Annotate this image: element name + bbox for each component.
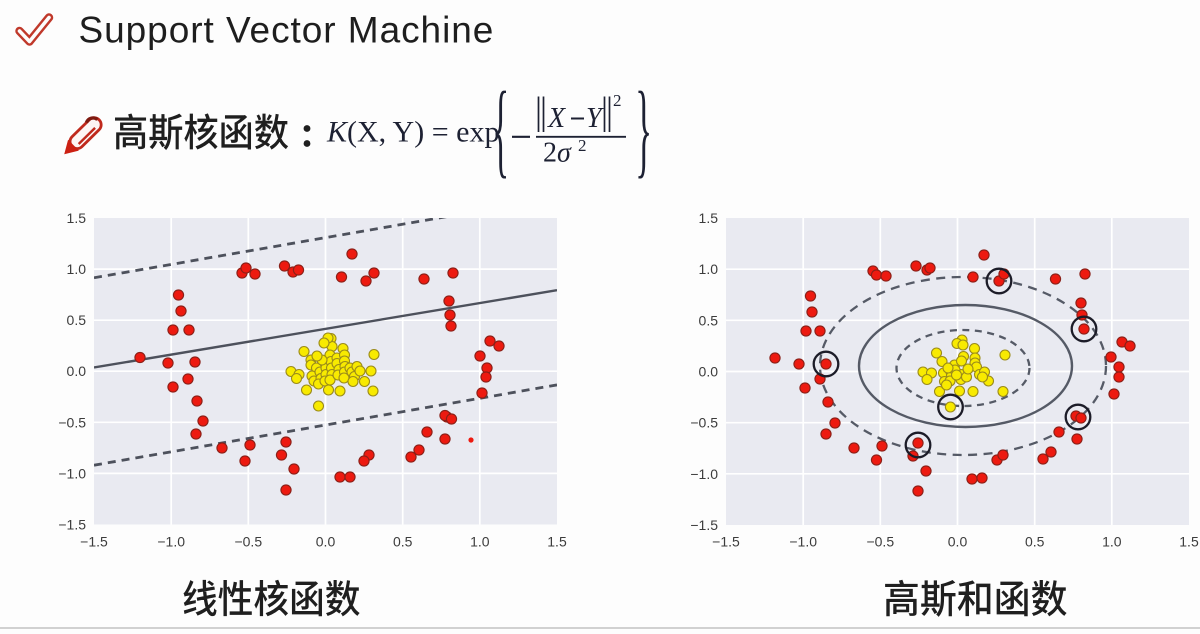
svg-text:1.5: 1.5 [699,210,719,226]
svg-text:1.5: 1.5 [547,534,567,550]
svg-text:−1.5: −1.5 [58,517,86,533]
svg-text:−1.0: −1.0 [690,466,718,482]
svg-text:−1.5: −1.5 [712,534,740,550]
svg-text:0.5: 0.5 [393,534,413,550]
svg-text:0.0: 0.0 [67,363,87,379]
svg-text:K(X, Y) = exp: K(X, Y) = exp [326,116,499,149]
svg-text:1.5: 1.5 [67,210,87,226]
svg-text:0.0: 0.0 [699,364,719,380]
svg-text:0.5: 0.5 [699,312,719,328]
svg-text:−1.5: −1.5 [80,534,108,550]
svg-text:Y: Y [586,103,605,134]
svg-text:0.0: 0.0 [948,534,968,550]
svg-text:−1.5: −1.5 [690,517,718,533]
svg-text:1.0: 1.0 [699,261,719,277]
svg-text:−0.5: −0.5 [690,415,718,431]
svg-text:1.0: 1.0 [470,534,490,550]
svg-text:2: 2 [613,91,622,110]
svg-text:1.5: 1.5 [1179,534,1199,550]
svg-text:2σ: 2σ [543,138,572,169]
svg-text:1.0: 1.0 [67,261,87,277]
svg-text:{: { [492,72,509,189]
svg-text:0.5: 0.5 [1025,534,1045,550]
svg-text:−0.5: −0.5 [866,534,894,550]
svg-text:−1.0: −1.0 [58,465,86,481]
svg-text:0.5: 0.5 [67,312,87,328]
svg-text:X: X [547,103,566,134]
svg-text:−0.5: −0.5 [58,414,86,430]
svg-text:−1.0: −1.0 [789,534,817,550]
svg-text:Support Vector Machine: Support Vector Machine [79,10,495,51]
svg-text:−1.0: −1.0 [157,534,185,550]
svg-text:2: 2 [578,136,587,155]
svg-text:0.0: 0.0 [316,534,336,550]
svg-text:−0.5: −0.5 [234,534,262,550]
svg-text:}: } [635,72,652,189]
svg-text:1.0: 1.0 [1102,534,1122,550]
